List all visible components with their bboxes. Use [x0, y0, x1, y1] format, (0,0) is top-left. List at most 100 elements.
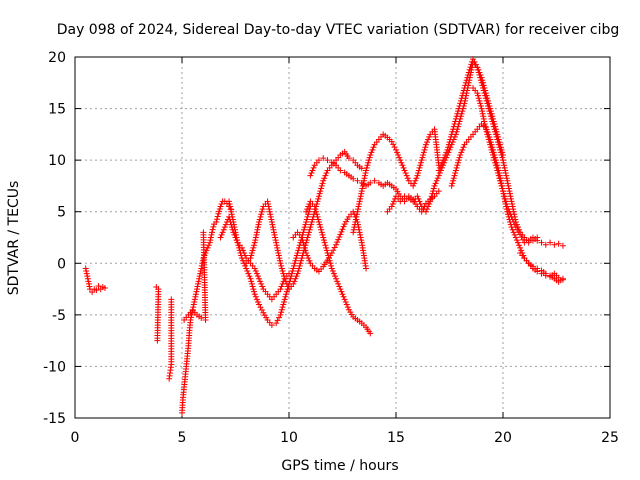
data-point	[305, 255, 312, 262]
data-point	[547, 239, 554, 246]
data-point	[293, 252, 300, 259]
data-point	[214, 213, 221, 220]
data-point	[427, 198, 434, 205]
data-point	[360, 180, 367, 187]
data-point	[356, 200, 363, 207]
data-point	[502, 170, 509, 177]
data-point	[357, 231, 364, 238]
y-tick-label: 15	[48, 102, 66, 118]
data-point	[304, 213, 311, 220]
data-point	[324, 249, 331, 256]
data-point	[415, 167, 422, 174]
axis-ticks: 0 5 10 15 20 25 -15 -10 -5 0 5 10 15 20	[43, 50, 619, 446]
data-point	[252, 237, 259, 244]
data-point	[251, 265, 258, 272]
data-point	[447, 136, 454, 143]
data-point	[388, 203, 395, 210]
data-point	[318, 182, 325, 189]
data-point	[244, 268, 251, 275]
data-point	[269, 221, 276, 228]
data-point	[482, 123, 489, 130]
data-point	[358, 237, 365, 244]
data-point	[460, 87, 467, 94]
data-point	[366, 154, 373, 161]
data-point	[292, 257, 299, 264]
data-point	[251, 288, 258, 295]
data-point	[193, 286, 200, 293]
data-point	[217, 234, 224, 241]
data-point	[268, 322, 275, 329]
data-point	[253, 229, 260, 236]
data-point	[283, 280, 290, 287]
data-point	[462, 82, 469, 89]
data-point	[329, 268, 336, 275]
data-point	[458, 95, 465, 102]
data-point	[221, 224, 228, 231]
data-point	[449, 180, 456, 187]
data-point	[249, 283, 256, 290]
data-point	[502, 195, 509, 202]
data-point	[401, 193, 408, 200]
data-point	[295, 265, 302, 272]
data-point	[191, 298, 198, 305]
data-point	[308, 170, 315, 177]
data-point	[332, 273, 339, 280]
data-point	[465, 69, 472, 76]
data-point	[316, 190, 323, 197]
data-point	[434, 175, 441, 182]
data-point	[84, 273, 91, 280]
data-point	[497, 177, 504, 184]
data-point	[273, 320, 280, 327]
data-point	[226, 200, 233, 207]
data-point	[457, 97, 464, 104]
data-point	[361, 172, 368, 179]
data-point	[264, 198, 271, 205]
data-point	[330, 247, 337, 254]
data-point	[484, 100, 491, 107]
data-point	[311, 203, 318, 210]
data-point	[509, 203, 516, 210]
data-point	[258, 307, 265, 314]
data-point	[400, 164, 407, 171]
data-point	[501, 162, 508, 169]
data-point	[452, 170, 459, 177]
data-point	[435, 167, 442, 174]
data-point	[271, 231, 278, 238]
data-point	[465, 72, 472, 79]
data-point	[415, 170, 422, 177]
data-point	[353, 213, 360, 220]
data-point	[101, 285, 108, 292]
data-point	[236, 244, 243, 251]
data-point	[506, 190, 513, 197]
data-point	[315, 193, 322, 200]
data-point	[253, 231, 260, 238]
data-point	[492, 131, 499, 138]
data-point	[485, 102, 492, 109]
data-point	[300, 239, 307, 246]
data-point	[235, 242, 242, 249]
data-point	[493, 133, 500, 140]
data-point	[278, 306, 285, 313]
data-point	[205, 242, 212, 249]
data-point	[238, 252, 245, 259]
data-point	[453, 164, 460, 171]
data-point	[412, 177, 419, 184]
data-point	[218, 200, 225, 207]
data-point	[362, 170, 369, 177]
data-point	[455, 108, 462, 115]
data-point	[274, 247, 281, 254]
data-point	[480, 84, 487, 91]
data-point	[485, 136, 492, 143]
data-point	[306, 226, 313, 233]
data-point	[445, 144, 452, 151]
data-point	[363, 164, 370, 171]
data-point	[200, 229, 207, 236]
data-point	[337, 286, 344, 293]
data-point	[265, 203, 272, 210]
data-point	[255, 221, 262, 228]
data-point	[521, 239, 528, 246]
data-point	[489, 149, 496, 156]
data-point	[355, 206, 362, 213]
data-point	[437, 162, 444, 169]
data-point	[504, 177, 511, 184]
